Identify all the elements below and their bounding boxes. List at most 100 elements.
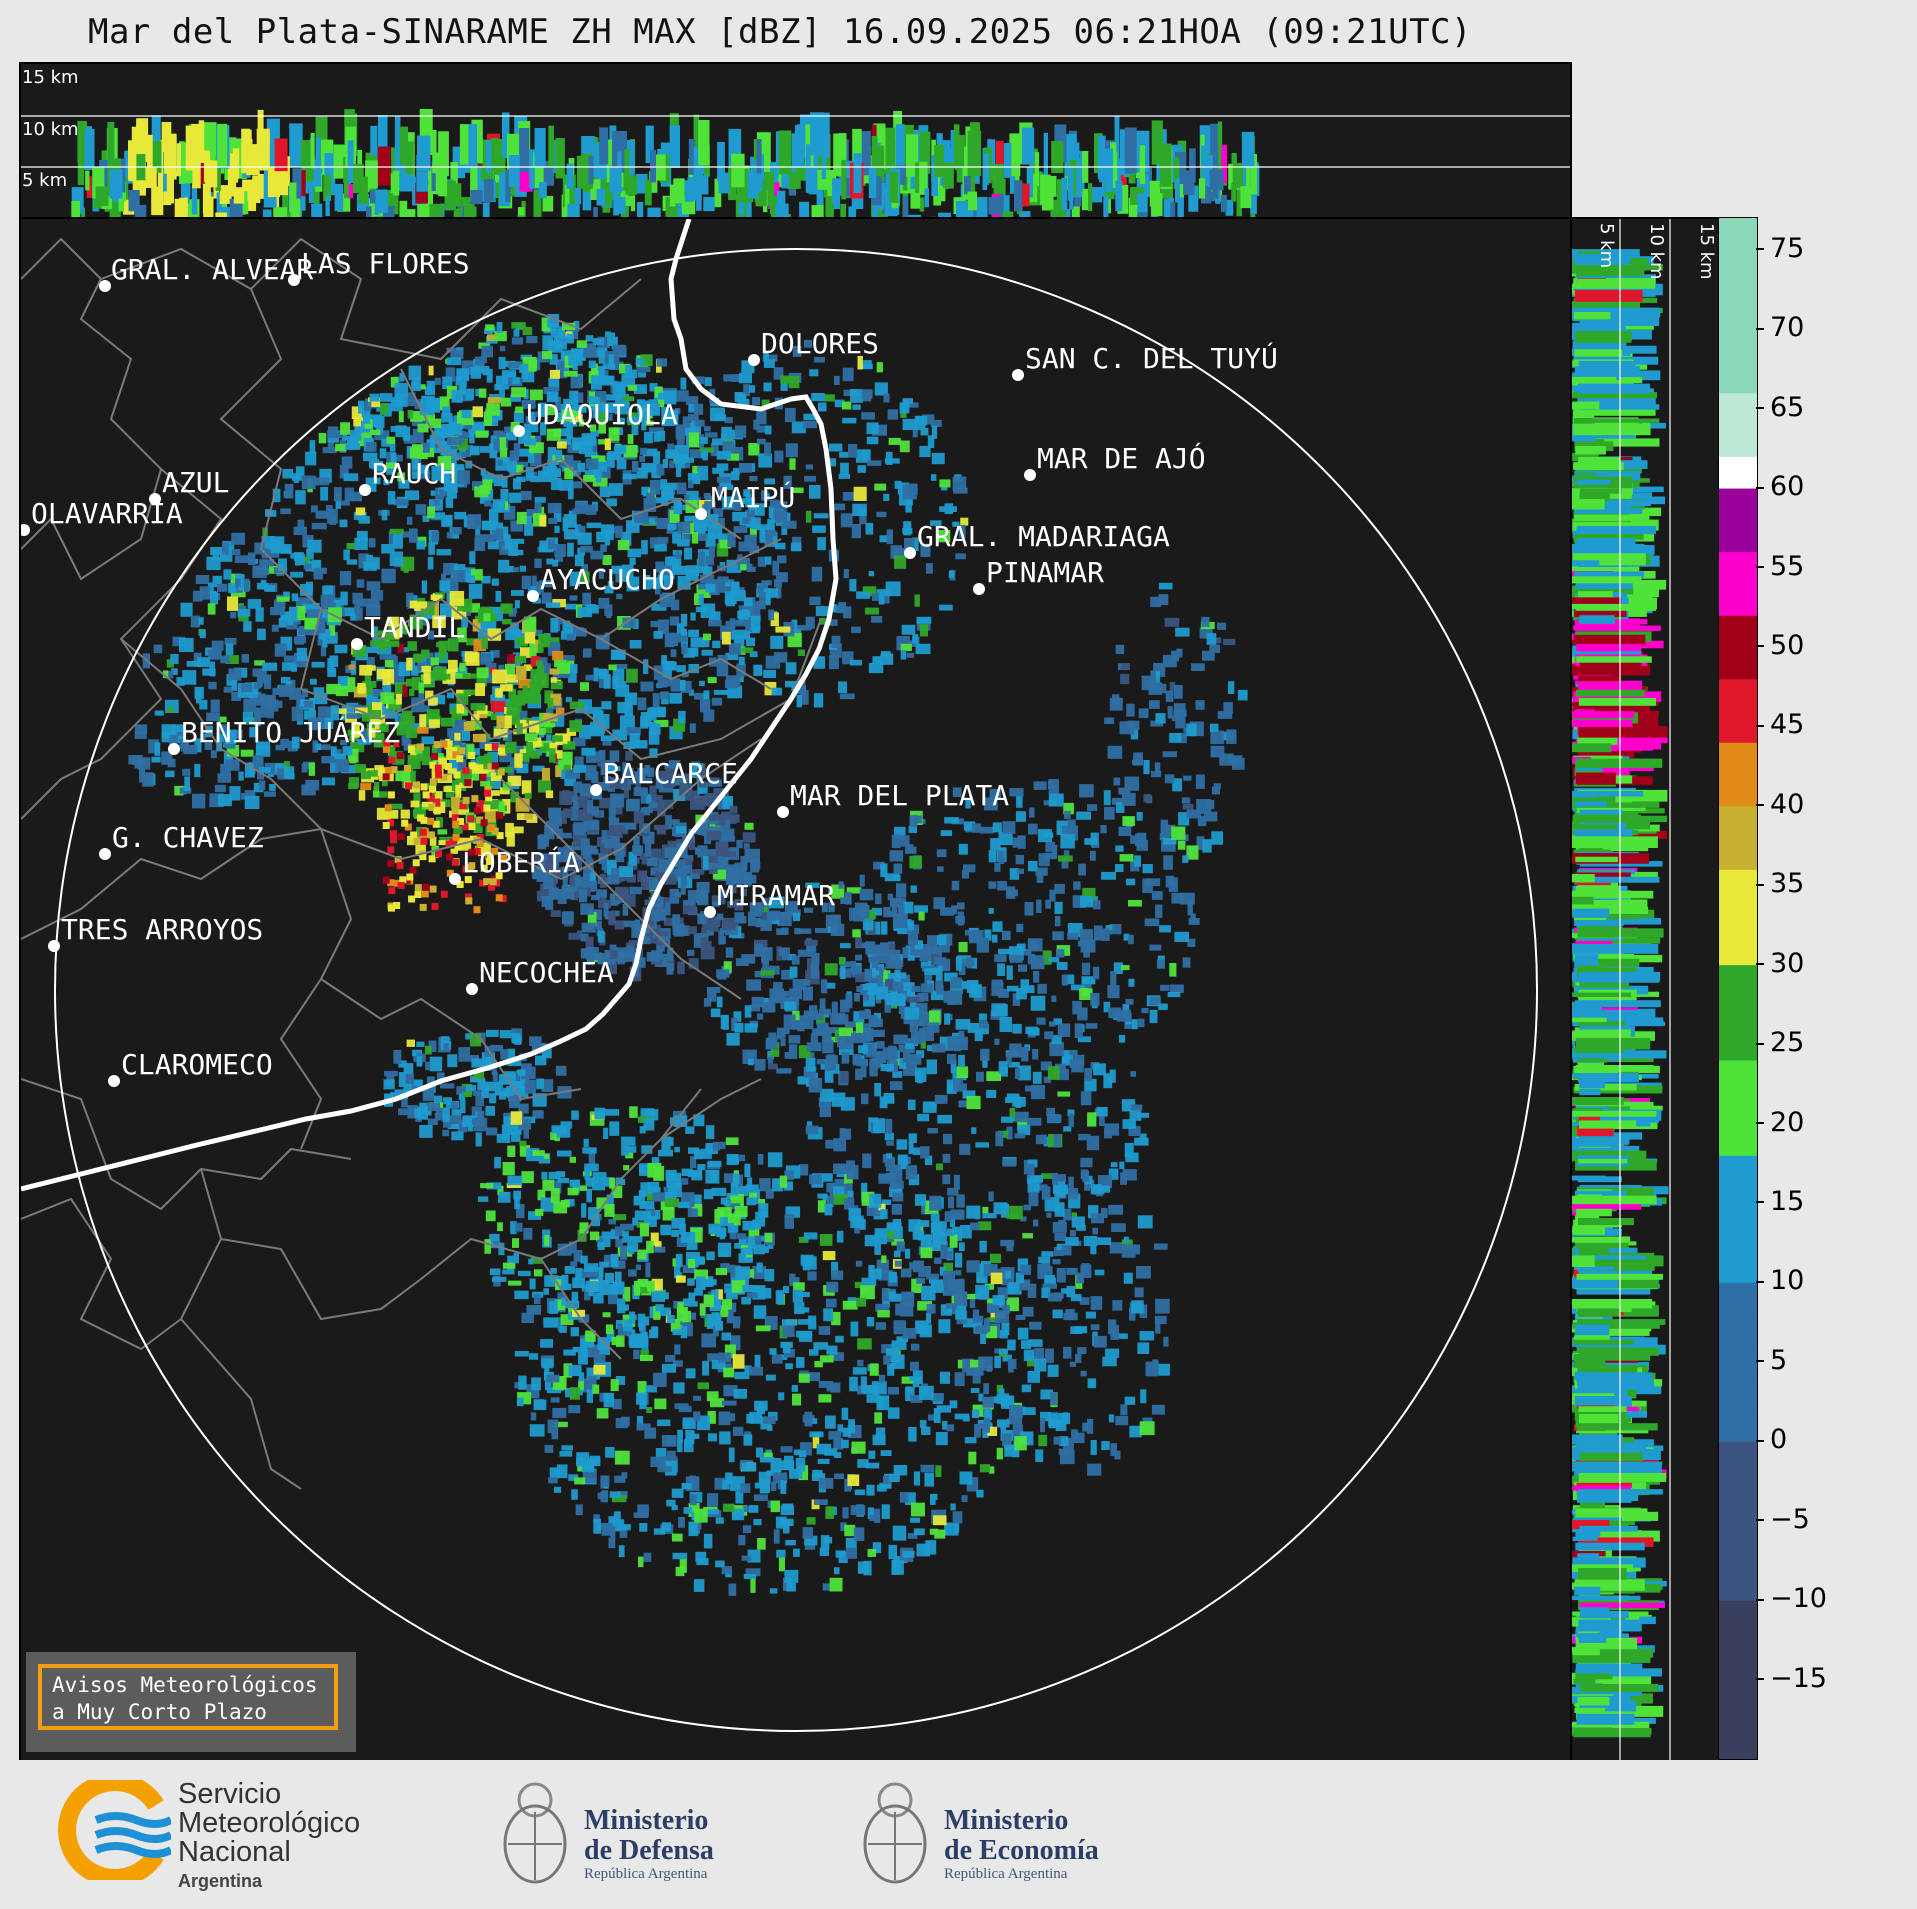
echo-cell	[534, 497, 546, 503]
echo-cell	[418, 452, 428, 460]
echo-cell	[526, 742, 533, 758]
echo-cell	[669, 693, 682, 704]
echo-cell	[920, 1464, 935, 1473]
xsec-cell-v	[1576, 1423, 1658, 1431]
echo-cell	[750, 616, 761, 631]
echo-cell	[637, 372, 646, 378]
echo-cell	[728, 643, 742, 655]
echo-cell	[552, 1407, 567, 1419]
echo-cell	[669, 460, 675, 469]
echo-cell	[446, 692, 454, 699]
echo-cell	[415, 504, 427, 515]
echo-cell	[780, 377, 788, 391]
echo-cell	[950, 1503, 956, 1511]
echo-cell	[568, 510, 577, 519]
echo-cell	[756, 438, 766, 445]
xsec-cell	[806, 144, 811, 178]
echo-cell	[764, 442, 771, 457]
echo-cell	[564, 468, 574, 480]
echo-cell	[498, 801, 505, 816]
xsec-cell-v	[1570, 791, 1644, 797]
echo-cell	[412, 601, 427, 609]
echo-cell	[676, 433, 685, 448]
xsec-cell-v	[1579, 1607, 1610, 1614]
echo-cell	[311, 661, 325, 668]
echo-cell	[976, 1489, 984, 1498]
echo-cell	[299, 554, 305, 565]
echo-cell	[642, 488, 649, 497]
echo-cell	[986, 1326, 998, 1339]
echo-cell	[688, 478, 694, 489]
echo-cell	[741, 1296, 751, 1305]
echo-cell	[727, 453, 739, 461]
echo-cell	[998, 1302, 1004, 1308]
xsec-cell	[827, 170, 837, 200]
xsec-cell-v	[1571, 376, 1617, 386]
echo-cell	[912, 429, 918, 438]
echo-cell	[313, 568, 323, 580]
echo-cell	[532, 598, 541, 604]
echo-cell	[527, 740, 542, 748]
xsec-cell	[777, 190, 786, 206]
echo-cell	[771, 687, 782, 696]
echo-cell	[627, 548, 642, 558]
echo-cell	[399, 373, 405, 382]
echo-cell	[324, 602, 336, 609]
echo-cell	[845, 1537, 857, 1548]
echo-cell	[811, 566, 823, 582]
echo-cell	[667, 523, 677, 531]
echo-cell	[860, 1285, 875, 1300]
echo-cell	[652, 693, 660, 708]
xsec-cell-v	[1575, 1461, 1663, 1466]
echo-cell	[483, 620, 497, 630]
echo-cell	[290, 553, 303, 559]
xsec-cell	[919, 161, 928, 195]
xsec-cell-v	[1571, 576, 1642, 584]
echo-cell	[745, 1568, 761, 1577]
echo-cell	[548, 642, 560, 656]
xsec-cell	[499, 172, 510, 207]
echo-cell	[569, 571, 580, 587]
echo-cell	[554, 468, 562, 477]
echo-cell	[390, 377, 399, 388]
xsec-cell	[616, 197, 626, 214]
echo-cell	[282, 662, 296, 671]
echo-cell	[646, 492, 655, 504]
echo-cell	[690, 637, 705, 648]
echo-cell	[568, 1241, 577, 1254]
echo-cell	[803, 1232, 818, 1240]
echo-cell	[182, 670, 197, 685]
echo-cell	[675, 390, 689, 402]
xsec-cell	[1225, 199, 1234, 216]
echo-cell	[312, 560, 321, 569]
echo-cell	[171, 668, 178, 675]
xsec-cell	[688, 158, 694, 195]
echo-cell	[470, 748, 480, 756]
echo-cell	[820, 1535, 830, 1550]
echo-cell	[842, 367, 854, 382]
xsec-cell-v	[1570, 890, 1654, 899]
echo-cell	[510, 791, 520, 803]
echo-cell	[311, 505, 318, 513]
echo-cell	[753, 1519, 762, 1526]
echo-cell	[757, 584, 768, 594]
xsec-cell	[1022, 183, 1030, 207]
echo-cell	[232, 549, 241, 555]
echo-cell	[930, 520, 942, 526]
echo-cell	[445, 367, 456, 382]
echo-cell	[591, 363, 598, 375]
xsec-cell	[487, 178, 494, 202]
xsec-cell-v	[1570, 650, 1642, 657]
xsec-cell-v	[1578, 1111, 1600, 1122]
echo-cell	[407, 755, 414, 768]
xsec-cell-v	[1574, 954, 1599, 966]
xsec-cell	[822, 112, 830, 159]
echo-cell	[504, 534, 511, 549]
echo-cell	[588, 1150, 596, 1165]
echo-cell	[627, 1242, 638, 1252]
echo-cell	[431, 430, 445, 444]
radar-map: GRAL. ALVEAR LAS FLORES DOLORES SAN C. DEL …	[19, 217, 1572, 1762]
echo-cell	[479, 388, 487, 398]
echo-cell	[649, 383, 658, 392]
echo-cell	[248, 552, 256, 565]
